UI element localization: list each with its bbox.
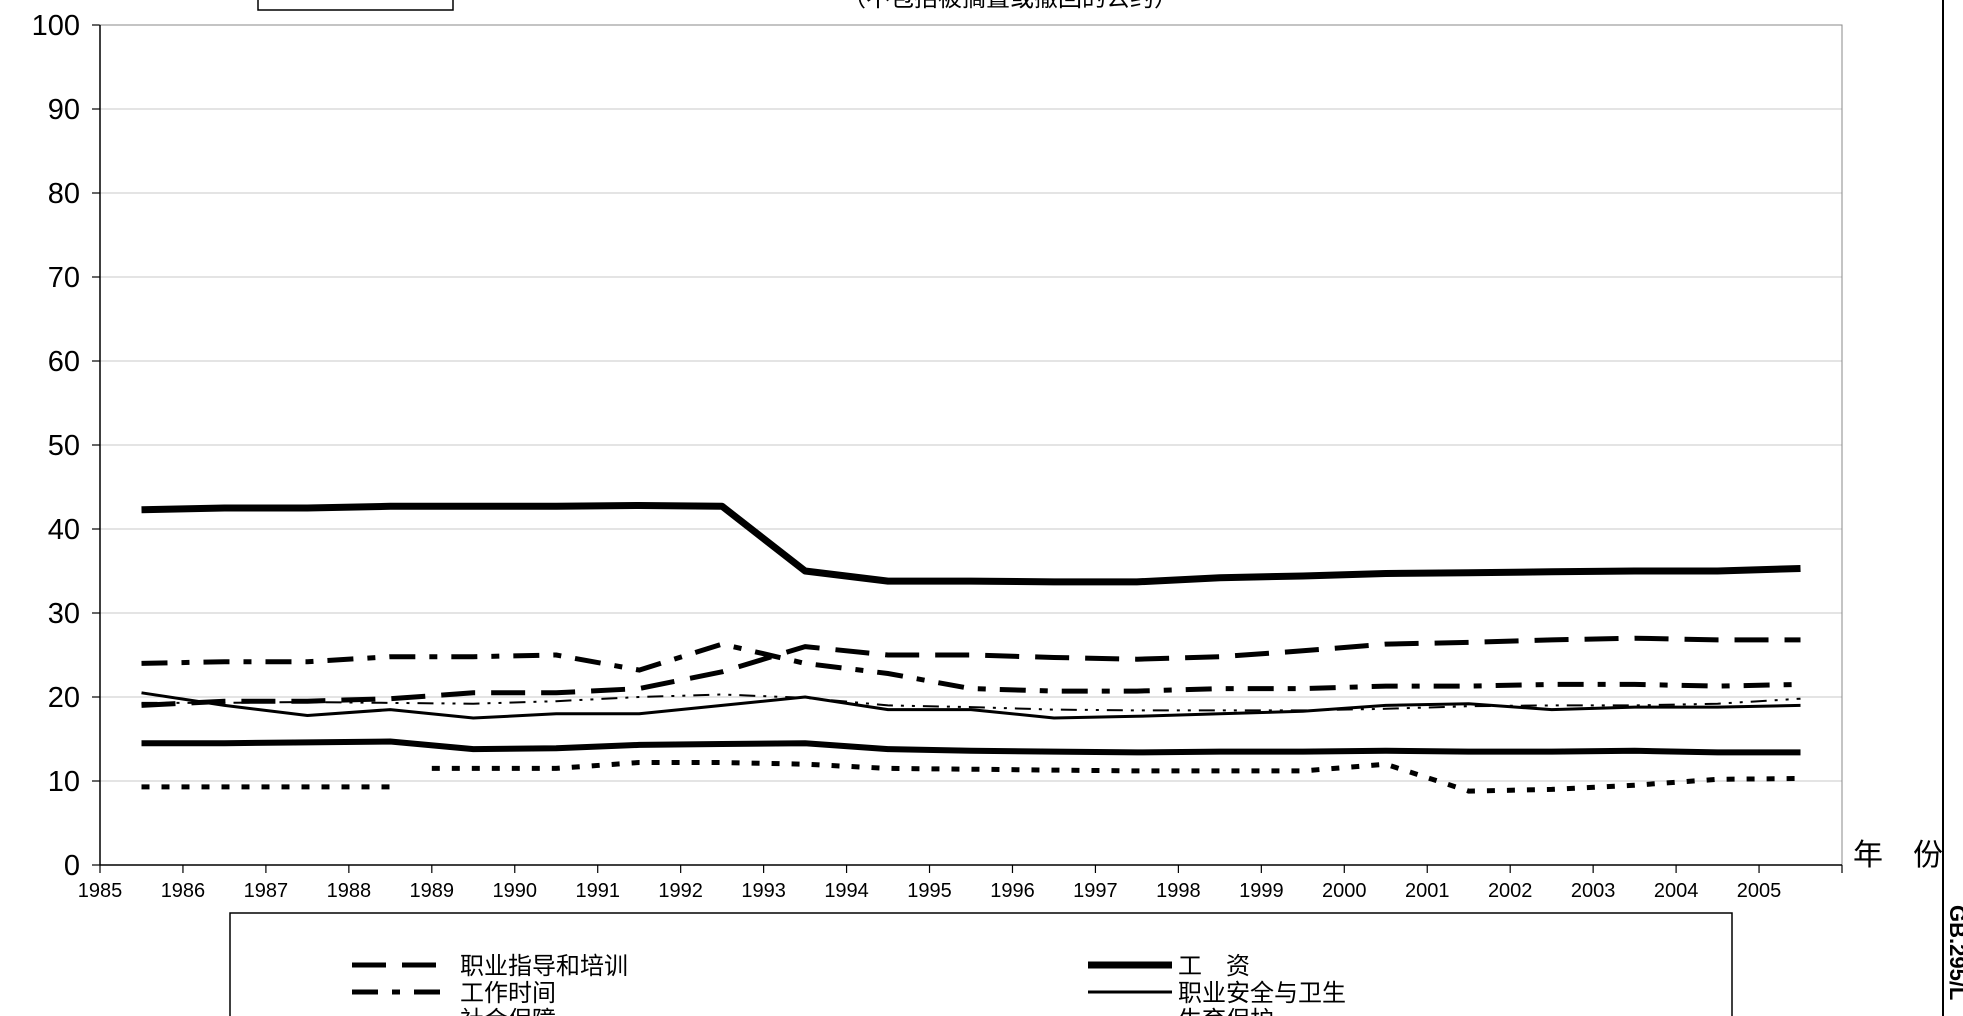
y-tick-label: 0 xyxy=(64,850,80,882)
series-group xyxy=(141,502,1801,794)
y-tick-label: 100 xyxy=(32,10,80,42)
series-line-3 xyxy=(141,693,1801,712)
x-tick-label: 1994 xyxy=(824,880,869,902)
y-tick-labels: 0 10 20 30 40 50 60 70 80 90 100 xyxy=(32,10,80,882)
legend-label-0: 职业指导和培训 xyxy=(460,952,628,980)
legend-box xyxy=(229,912,1733,1016)
x-tick-label: 2000 xyxy=(1322,880,1367,902)
legend-label-1: 工作时间 xyxy=(460,979,556,1007)
x-tick-label: 1985 xyxy=(78,880,123,902)
x-tick-label: 2002 xyxy=(1488,880,1533,902)
legend-label-5: 职业安全与卫生 xyxy=(1178,979,1346,1007)
legend-label-4: 工 资 xyxy=(1178,952,1250,980)
x-tick-label: 1995 xyxy=(907,880,952,902)
x-tick-label: 2003 xyxy=(1571,880,1616,902)
axes xyxy=(92,24,1843,873)
y-tick-label: 30 xyxy=(48,598,80,630)
series-line-5 xyxy=(141,691,1801,720)
series-line-6 xyxy=(431,760,1801,794)
y-tick-label: 90 xyxy=(48,94,80,126)
x-tick-label: 1989 xyxy=(410,880,455,902)
x-tick-label: 1987 xyxy=(244,880,289,902)
x-tick-labels: 1985 1986 1987 1988 1989 1990 1991 1992 1993 1994… xyxy=(78,880,1782,902)
x-tick-label: 1988 xyxy=(327,880,372,902)
x-tick-label: 2001 xyxy=(1405,880,1450,902)
y-tick-label: 80 xyxy=(48,178,80,210)
x-tick-label: 2004 xyxy=(1654,880,1699,902)
y-tick-label: 60 xyxy=(48,346,80,378)
x-tick-label: 1990 xyxy=(493,880,538,902)
x-tick-label: 1986 xyxy=(161,880,206,902)
x-tick-label: 1992 xyxy=(658,880,703,902)
x-tick-label: 1999 xyxy=(1239,880,1284,902)
x-tick-label: 1996 xyxy=(990,880,1035,902)
x-tick-label: 1997 xyxy=(1073,880,1118,902)
x-tick-label: 1998 xyxy=(1156,880,1201,902)
legend-label-2: 社会保障 xyxy=(460,1006,556,1016)
x-tick-label: 1991 xyxy=(575,880,620,902)
legend: 职业指导和培训工作时间社会保障移民工人工 资职业安全与卫生生育保护 xyxy=(352,952,1346,1016)
x-tick-label: 1993 xyxy=(741,880,786,902)
y-tick-label: 20 xyxy=(48,682,80,714)
x-tick-label: 2005 xyxy=(1737,880,1782,902)
side-label: GB.295/L xyxy=(1945,905,1963,1000)
y-tick-label: 10 xyxy=(48,766,80,798)
series-line-4 xyxy=(141,502,1801,586)
y-tick-label: 70 xyxy=(48,262,80,294)
y-tick-label: 40 xyxy=(48,514,80,546)
chart-subtitle: （不包括被搁置或撤回的公约） xyxy=(842,0,1178,12)
series-line-0 xyxy=(141,635,1801,708)
x-axis-label: 年 份 xyxy=(1853,838,1943,873)
y-tick-label: 50 xyxy=(48,430,80,462)
legend-label-6: 生育保护 xyxy=(1178,1006,1274,1016)
series-line-2 xyxy=(141,738,1801,756)
top-box xyxy=(257,0,454,11)
